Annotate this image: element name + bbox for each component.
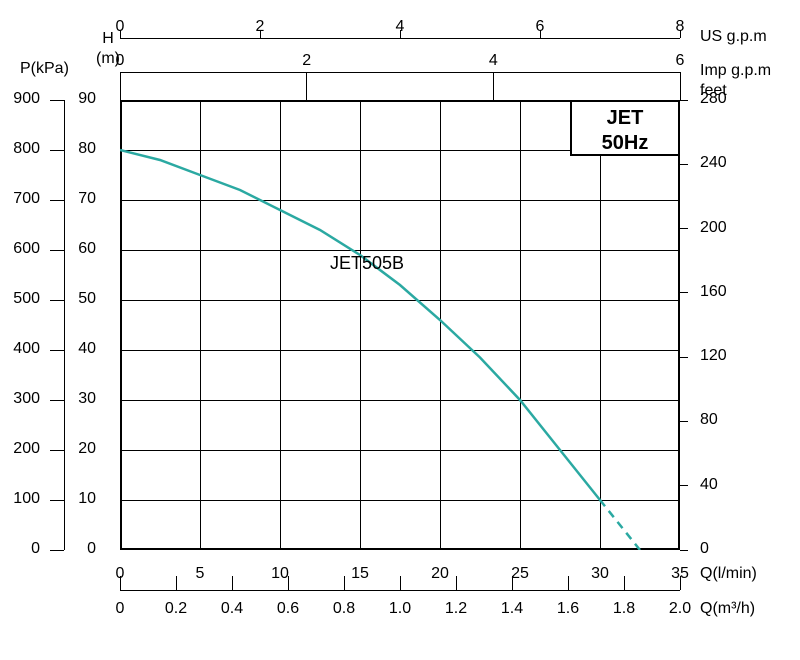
x-primary-title: Q(l/min) bbox=[700, 565, 757, 583]
y-feet-tick bbox=[680, 550, 688, 551]
grid-h bbox=[120, 500, 680, 501]
y-kpa-tick-label: 700 bbox=[0, 190, 40, 208]
x-m3h-tick bbox=[288, 576, 289, 590]
y-feet-tick-label: 240 bbox=[700, 154, 727, 172]
grid-v bbox=[200, 100, 201, 550]
y-feet-tick-label: 120 bbox=[700, 347, 727, 365]
grid-v bbox=[440, 100, 441, 550]
x-impgpm-tick bbox=[680, 72, 681, 100]
y-kpa-tick bbox=[50, 150, 64, 151]
y-kpa-tick-label: 100 bbox=[0, 490, 40, 508]
x-usgpm-title: US g.p.m bbox=[700, 28, 767, 46]
y-kpa-tick-label: 300 bbox=[0, 390, 40, 408]
y-feet-tick bbox=[680, 485, 688, 486]
y-kpa-tick-label: 500 bbox=[0, 290, 40, 308]
x-primary-tick-label: 10 bbox=[240, 565, 320, 583]
grid-h bbox=[120, 200, 680, 201]
grid-h bbox=[120, 350, 680, 351]
y-kpa-tick-label: 900 bbox=[0, 90, 40, 108]
y-kpa-tick bbox=[50, 200, 64, 201]
x-impgpm-axis-line bbox=[120, 72, 680, 73]
y-feet-tick bbox=[680, 100, 688, 101]
y-kpa-tick bbox=[50, 250, 64, 251]
x-m3h-tick bbox=[344, 576, 345, 590]
x-m3h-tick bbox=[624, 576, 625, 590]
x-m3h-tick bbox=[176, 576, 177, 590]
y-kpa-tick bbox=[50, 100, 64, 101]
y-feet-tick-label: 200 bbox=[700, 219, 727, 237]
y-feet-tick-label: 80 bbox=[700, 411, 718, 429]
y-kpa-tick-label: 200 bbox=[0, 440, 40, 458]
y-feet-tick bbox=[680, 357, 688, 358]
plot-border bbox=[120, 100, 680, 550]
y-feet-tick-label: 0 bbox=[700, 540, 709, 558]
x-m3h-tick bbox=[568, 576, 569, 590]
x-m3h-tick bbox=[120, 576, 121, 590]
x-primary-tick-label: 25 bbox=[480, 565, 560, 583]
chart-title-line2: 50Hz bbox=[572, 131, 678, 156]
x-primary-tick-label: 30 bbox=[560, 565, 640, 583]
y-primary-title-2: (m) bbox=[68, 50, 148, 68]
y-feet-title: feet bbox=[700, 82, 727, 100]
y-kpa-tick-label: 0 bbox=[0, 540, 40, 558]
y-kpa-tick bbox=[50, 300, 64, 301]
x-usgpm-tick-label: 4 bbox=[360, 18, 440, 36]
x-primary-tick-label: 20 bbox=[400, 565, 480, 583]
y-feet-tick bbox=[680, 228, 688, 229]
plot-area bbox=[120, 100, 680, 550]
grid-v bbox=[520, 100, 521, 550]
x-primary-tick-label: 15 bbox=[320, 565, 400, 583]
grid-h bbox=[120, 250, 680, 251]
y-kpa-tick bbox=[50, 350, 64, 351]
curve-label: JET505B bbox=[330, 253, 404, 274]
grid-v bbox=[360, 100, 361, 550]
x-primary-tick-label: 5 bbox=[160, 565, 240, 583]
x-impgpm-title: Imp g.p.m bbox=[700, 62, 771, 80]
y-feet-tick bbox=[680, 164, 688, 165]
x-m3h-title: Q(m³/h) bbox=[700, 600, 755, 618]
x-impgpm-tick-label: 4 bbox=[453, 52, 533, 70]
grid-v bbox=[600, 100, 601, 550]
y-kpa-tick bbox=[50, 400, 64, 401]
x-impgpm-tick-label: 2 bbox=[267, 52, 347, 70]
grid-h bbox=[120, 300, 680, 301]
x-impgpm-tick bbox=[120, 72, 121, 100]
x-usgpm-tick-label: 6 bbox=[500, 18, 580, 36]
x-m3h-tick bbox=[232, 576, 233, 590]
y-kpa-axis-line bbox=[64, 100, 65, 550]
y-primary-title-1: H bbox=[68, 30, 148, 48]
y-feet-tick bbox=[680, 421, 688, 422]
curve-svg bbox=[120, 100, 680, 550]
x-m3h-tick bbox=[456, 576, 457, 590]
x-impgpm-tick bbox=[306, 72, 307, 100]
y-feet-tick-label: 160 bbox=[700, 283, 727, 301]
chart-container: JET 50Hz JET505B 05101520253035Q(l/min)0… bbox=[0, 0, 800, 660]
y-feet-tick-label: 40 bbox=[700, 476, 718, 494]
curve-dashed bbox=[600, 500, 640, 550]
grid-h bbox=[120, 450, 680, 451]
y-kpa-tick bbox=[50, 450, 64, 451]
grid-h bbox=[120, 400, 680, 401]
x-m3h-tick bbox=[512, 576, 513, 590]
y-kpa-tick-label: 600 bbox=[0, 240, 40, 258]
grid-v bbox=[280, 100, 281, 550]
chart-title-box: JET 50Hz bbox=[570, 100, 680, 156]
y-feet-tick bbox=[680, 292, 688, 293]
y-kpa-title: P(kPa) bbox=[20, 60, 69, 78]
y-kpa-tick bbox=[50, 500, 64, 501]
x-usgpm-tick-label: 2 bbox=[220, 18, 300, 36]
y-kpa-tick-label: 400 bbox=[0, 340, 40, 358]
x-m3h-tick bbox=[680, 576, 681, 590]
y-kpa-tick-label: 800 bbox=[0, 140, 40, 158]
x-m3h-tick bbox=[400, 576, 401, 590]
y-kpa-tick bbox=[50, 550, 64, 551]
chart-title-line1: JET bbox=[572, 106, 678, 131]
x-impgpm-tick bbox=[493, 72, 494, 100]
